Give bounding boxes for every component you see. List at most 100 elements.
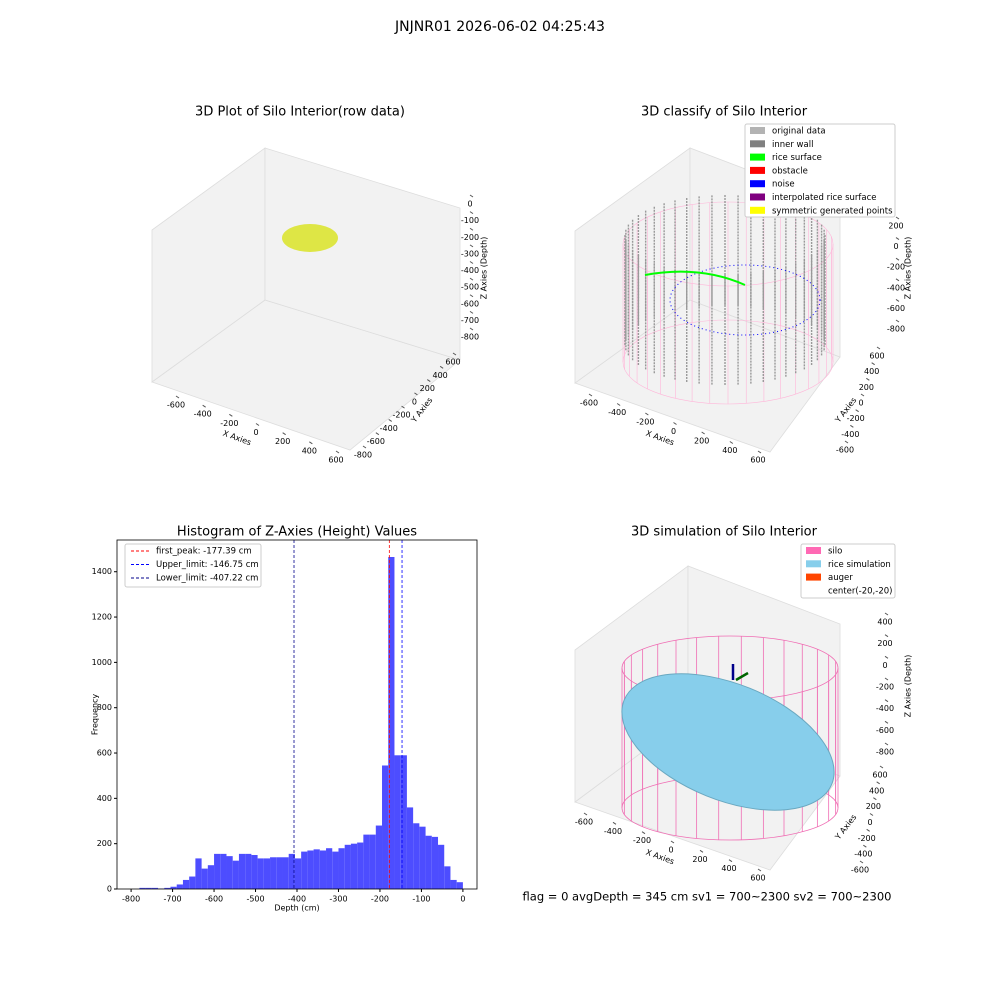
tick-label: -400 bbox=[461, 266, 479, 275]
tick-label: -300 bbox=[461, 249, 479, 258]
tick-mark bbox=[588, 393, 593, 397]
legend-swatch bbox=[750, 140, 765, 148]
rice-body bbox=[621, 673, 835, 811]
legend-label: obstacle bbox=[772, 166, 808, 176]
tick-label: -400 bbox=[194, 410, 212, 419]
bar bbox=[189, 876, 196, 889]
bar bbox=[369, 834, 376, 889]
tick-label: 400 bbox=[869, 786, 884, 795]
bar bbox=[319, 850, 327, 889]
tick-label: 200 bbox=[888, 222, 903, 231]
tick-label: -800 bbox=[887, 325, 905, 334]
bar bbox=[431, 836, 439, 889]
x-tick-label: -500 bbox=[246, 895, 264, 904]
tick-label: -200 bbox=[887, 263, 905, 272]
tick-label: 600 bbox=[750, 874, 765, 883]
tick-mark bbox=[469, 227, 474, 231]
legend-label: rice surface bbox=[772, 153, 822, 163]
bar bbox=[406, 807, 414, 889]
bar bbox=[344, 844, 351, 889]
tick-mark bbox=[427, 379, 431, 382]
tick-mark bbox=[879, 765, 884, 769]
tick-label: 600 bbox=[869, 352, 884, 361]
tick-label: 400 bbox=[302, 446, 317, 455]
bar bbox=[425, 835, 432, 889]
tick-label: 400 bbox=[877, 618, 892, 627]
x-tick-label: -700 bbox=[163, 895, 181, 904]
tick-mark bbox=[876, 781, 880, 785]
legend-swatch bbox=[750, 153, 765, 161]
tick-mark bbox=[855, 409, 859, 413]
legend-box bbox=[800, 543, 896, 599]
bar bbox=[400, 755, 407, 889]
tick-mark bbox=[863, 844, 867, 848]
y-tick-label: 0 bbox=[107, 885, 112, 894]
bar bbox=[363, 834, 370, 889]
bar bbox=[214, 853, 221, 889]
tick-mark bbox=[616, 403, 621, 406]
x-tick-label: -200 bbox=[371, 895, 389, 904]
tick-mark bbox=[414, 392, 418, 396]
tick-label: -400 bbox=[876, 704, 894, 713]
legend-swatch bbox=[750, 193, 765, 201]
bar bbox=[357, 842, 364, 889]
legend-label: rice simulation bbox=[828, 560, 891, 570]
tick-mark bbox=[884, 677, 889, 681]
tick-mark bbox=[452, 352, 457, 356]
tick-mark bbox=[729, 441, 734, 444]
tick-mark bbox=[884, 612, 889, 616]
tick-label: 600 bbox=[872, 771, 887, 780]
bar bbox=[338, 848, 345, 889]
tick-label: -400 bbox=[608, 408, 626, 417]
x-tick-label: -800 bbox=[122, 895, 140, 904]
panel-title: 3D simulation of Silo Interior bbox=[631, 525, 818, 540]
tick-label: -600 bbox=[367, 437, 385, 446]
bar bbox=[276, 857, 283, 889]
bar bbox=[444, 866, 451, 889]
bar bbox=[182, 879, 190, 889]
tick-label: 0 bbox=[882, 661, 887, 670]
y-axis-label: Y Axies bbox=[833, 813, 859, 842]
legend-swatch bbox=[750, 206, 765, 214]
tick-label: -800 bbox=[461, 333, 479, 342]
tick-mark bbox=[469, 211, 474, 215]
tick-label: 400 bbox=[433, 371, 448, 380]
z-axis-label: Z Axies (Depth) bbox=[904, 237, 913, 300]
tick-mark bbox=[469, 327, 474, 331]
bar bbox=[419, 826, 426, 889]
tick-label: -600 bbox=[580, 399, 598, 408]
tick-label: -100 bbox=[461, 216, 479, 225]
tick-label: -200 bbox=[461, 233, 479, 242]
tick-label: -200 bbox=[858, 834, 876, 843]
tick-mark bbox=[869, 813, 874, 816]
tick-label: -600 bbox=[836, 446, 854, 455]
tick-mark bbox=[670, 840, 675, 844]
legend-label: silo bbox=[828, 547, 842, 557]
bar bbox=[145, 887, 152, 889]
legend-swatch bbox=[806, 547, 821, 554]
tick-mark bbox=[439, 365, 444, 369]
bar bbox=[270, 857, 277, 889]
bar bbox=[438, 844, 445, 889]
tick-mark bbox=[645, 412, 649, 416]
tick-label: 400 bbox=[864, 367, 879, 376]
legend-label: interpolated rice surface bbox=[772, 193, 877, 203]
bar bbox=[170, 886, 177, 889]
tick-mark bbox=[850, 424, 854, 428]
tick-mark bbox=[469, 261, 474, 264]
x-axis-label: X Axies bbox=[222, 429, 253, 448]
tick-label: -800 bbox=[354, 451, 372, 460]
tick-mark bbox=[469, 194, 474, 198]
bar bbox=[238, 853, 246, 889]
bar bbox=[375, 825, 383, 889]
legend-swatch bbox=[806, 560, 821, 568]
tick-mark bbox=[583, 812, 588, 816]
status-text: flag = 0 avgDepth = 345 cm sv1 = 700~230… bbox=[523, 890, 892, 904]
bar bbox=[413, 823, 420, 889]
bar bbox=[350, 843, 358, 889]
tick-label: -600 bbox=[876, 726, 894, 735]
tick-mark bbox=[612, 821, 617, 825]
tick-label: -400 bbox=[604, 827, 622, 836]
tick-mark bbox=[699, 849, 704, 853]
tick-label: 0 bbox=[412, 397, 417, 406]
